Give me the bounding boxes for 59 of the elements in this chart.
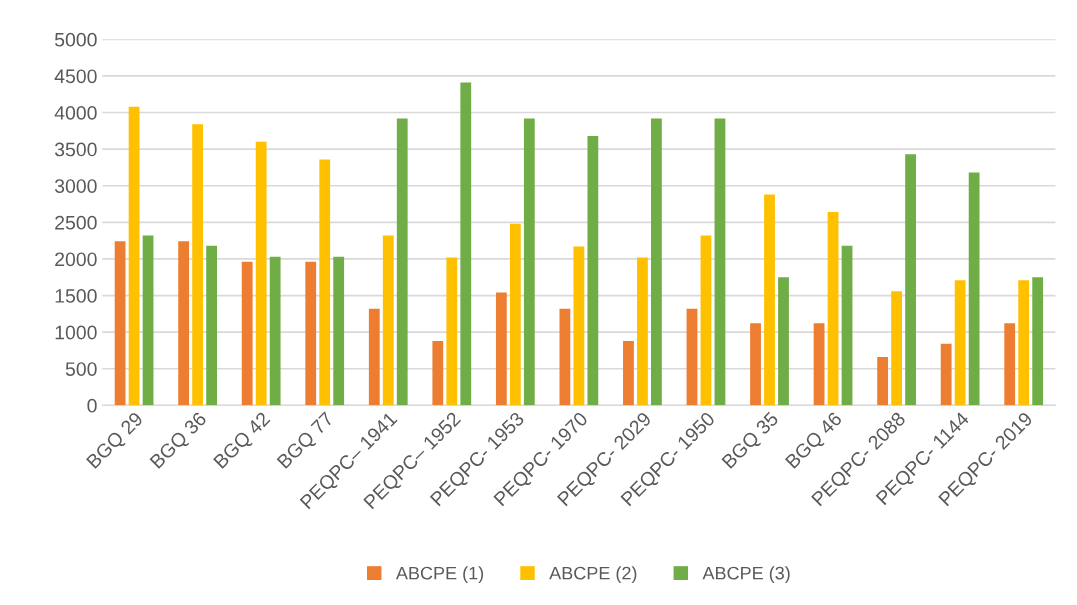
- bar: [940, 343, 952, 406]
- bar: [255, 141, 267, 406]
- bar: [1004, 323, 1016, 406]
- bar: [460, 82, 472, 406]
- bar: [637, 257, 648, 406]
- bar: [623, 340, 634, 406]
- y-tick-label: 1500: [55, 289, 97, 303]
- bar: [305, 261, 317, 406]
- bar: [891, 291, 902, 406]
- bar: [319, 159, 331, 406]
- y-tick-label: 3500: [54, 142, 97, 157]
- bar: [382, 235, 394, 406]
- y-tick-label: 0: [87, 398, 97, 413]
- bar: [178, 241, 190, 406]
- bar: [269, 256, 281, 406]
- bar: [432, 340, 444, 406]
- bar: [686, 308, 698, 406]
- legend-label: ABCPE (3): [702, 566, 790, 584]
- bar: [396, 118, 408, 406]
- bar: [142, 235, 154, 406]
- bar: [509, 223, 521, 406]
- bar: [954, 280, 966, 406]
- bar: [714, 118, 726, 406]
- bar: [778, 277, 789, 406]
- y-tick-label: 2000: [55, 252, 97, 267]
- bar: [206, 245, 218, 406]
- y-tick-label: 2500: [55, 215, 97, 230]
- bar: [559, 308, 571, 406]
- bar: [764, 194, 775, 406]
- bar: [192, 124, 204, 406]
- legend-label: ABCPE (1): [395, 566, 484, 584]
- bar: [573, 246, 585, 406]
- bar: [877, 357, 889, 406]
- bar: [333, 256, 345, 406]
- bar: [128, 106, 140, 406]
- bar: [651, 118, 662, 406]
- bar: [700, 235, 712, 406]
- bar: [905, 154, 916, 406]
- bar: [241, 261, 253, 406]
- bar: [1018, 280, 1030, 406]
- bar: [968, 172, 980, 406]
- bar: [495, 292, 507, 406]
- y-tick-label: 5000: [54, 32, 97, 47]
- y-tick-label: 500: [65, 362, 97, 376]
- bar: [1032, 277, 1044, 406]
- bar: [750, 323, 761, 406]
- y-tick-label: 3000: [54, 179, 97, 193]
- legend-label: ABCPE (2): [549, 566, 637, 584]
- y-tick-label: 1000: [55, 325, 97, 340]
- bar: [446, 257, 458, 406]
- y-tick-label: 4000: [54, 106, 97, 120]
- bar: [587, 135, 599, 406]
- y-tick-label: 4500: [54, 69, 97, 84]
- bar: [114, 241, 126, 406]
- bar: [827, 212, 839, 406]
- bar: [523, 118, 535, 406]
- bar: [841, 245, 853, 406]
- bar: [368, 308, 380, 406]
- bar: [813, 323, 825, 406]
